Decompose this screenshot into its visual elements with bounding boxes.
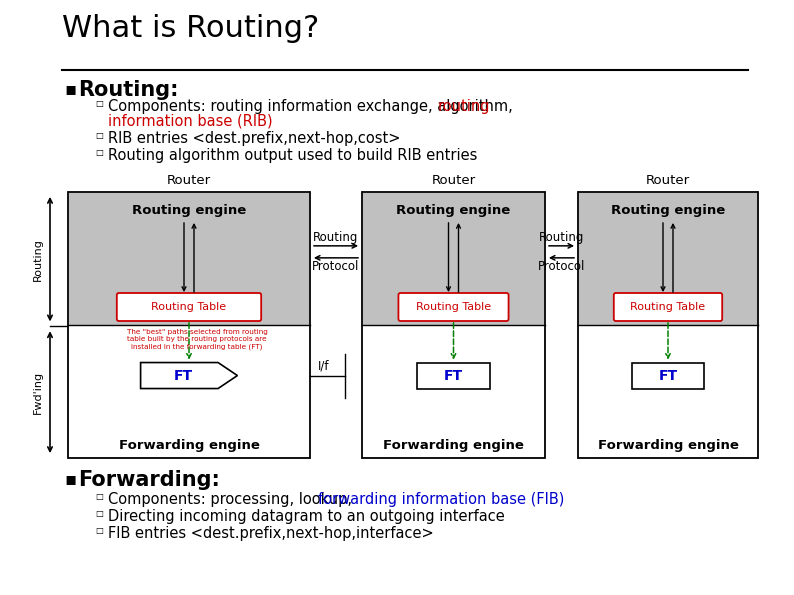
Text: Fwd'ing: Fwd'ing bbox=[33, 371, 43, 414]
Text: forwarding information base (FIB): forwarding information base (FIB) bbox=[318, 492, 565, 507]
Text: Routing engine: Routing engine bbox=[396, 204, 511, 217]
Text: Routing Table: Routing Table bbox=[416, 302, 491, 312]
Text: FT: FT bbox=[658, 368, 677, 383]
Bar bbox=[579, 193, 757, 325]
Bar bbox=[578, 192, 758, 458]
Text: □: □ bbox=[95, 148, 103, 157]
FancyBboxPatch shape bbox=[117, 293, 261, 321]
Text: routing: routing bbox=[438, 99, 491, 114]
Text: Components: routing information exchange, algorithm,: Components: routing information exchange… bbox=[108, 99, 518, 114]
Text: □: □ bbox=[95, 509, 103, 518]
Bar bbox=[363, 193, 544, 325]
Text: I/f: I/f bbox=[318, 359, 330, 372]
Text: □: □ bbox=[95, 492, 103, 501]
Text: Routing: Routing bbox=[33, 238, 43, 281]
Text: Forwarding engine: Forwarding engine bbox=[118, 439, 260, 452]
Bar bbox=[417, 362, 490, 389]
Text: Directing incoming datagram to an outgoing interface: Directing incoming datagram to an outgoi… bbox=[108, 509, 505, 524]
Text: ▪: ▪ bbox=[64, 470, 76, 488]
Text: ▪: ▪ bbox=[64, 80, 76, 98]
Text: FT: FT bbox=[174, 368, 193, 383]
Text: Routing: Routing bbox=[539, 231, 584, 244]
Text: Routing engine: Routing engine bbox=[611, 204, 725, 217]
Text: FT: FT bbox=[444, 368, 463, 383]
Text: What is Routing?: What is Routing? bbox=[62, 14, 319, 43]
Text: □: □ bbox=[95, 99, 103, 108]
Text: Routing engine: Routing engine bbox=[132, 204, 246, 217]
Bar bbox=[632, 362, 704, 389]
Text: Router: Router bbox=[646, 174, 690, 187]
Text: Components: processing, lookup,: Components: processing, lookup, bbox=[108, 492, 357, 507]
Text: Forwarding engine: Forwarding engine bbox=[598, 439, 738, 452]
Text: Routing Table: Routing Table bbox=[630, 302, 706, 312]
Text: □: □ bbox=[95, 131, 103, 140]
Text: Router: Router bbox=[431, 174, 476, 187]
Text: FIB entries <dest.prefix,next-hop,interface>: FIB entries <dest.prefix,next-hop,interf… bbox=[108, 526, 434, 541]
Text: RIB entries <dest.prefix,next-hop,cost>: RIB entries <dest.prefix,next-hop,cost> bbox=[108, 131, 400, 146]
Text: Router: Router bbox=[167, 174, 211, 187]
Polygon shape bbox=[141, 362, 237, 389]
Text: Forwarding engine: Forwarding engine bbox=[383, 439, 524, 452]
Text: Routing Table: Routing Table bbox=[152, 302, 226, 312]
Text: Protocol: Protocol bbox=[312, 260, 360, 273]
FancyBboxPatch shape bbox=[614, 293, 723, 321]
Text: The "best" paths selected from routing
table built by the routing protocols are
: The "best" paths selected from routing t… bbox=[126, 329, 268, 349]
Text: □: □ bbox=[95, 526, 103, 535]
Text: Forwarding:: Forwarding: bbox=[78, 470, 220, 490]
Text: Routing algorithm output used to build RIB entries: Routing algorithm output used to build R… bbox=[108, 148, 477, 163]
FancyBboxPatch shape bbox=[399, 293, 509, 321]
Text: Routing:: Routing: bbox=[78, 80, 179, 100]
Bar bbox=[68, 192, 310, 458]
Bar bbox=[362, 192, 545, 458]
Text: Protocol: Protocol bbox=[538, 260, 585, 273]
Text: information base (RIB): information base (RIB) bbox=[108, 114, 272, 129]
Bar bbox=[69, 193, 309, 325]
Text: Routing: Routing bbox=[314, 231, 359, 244]
